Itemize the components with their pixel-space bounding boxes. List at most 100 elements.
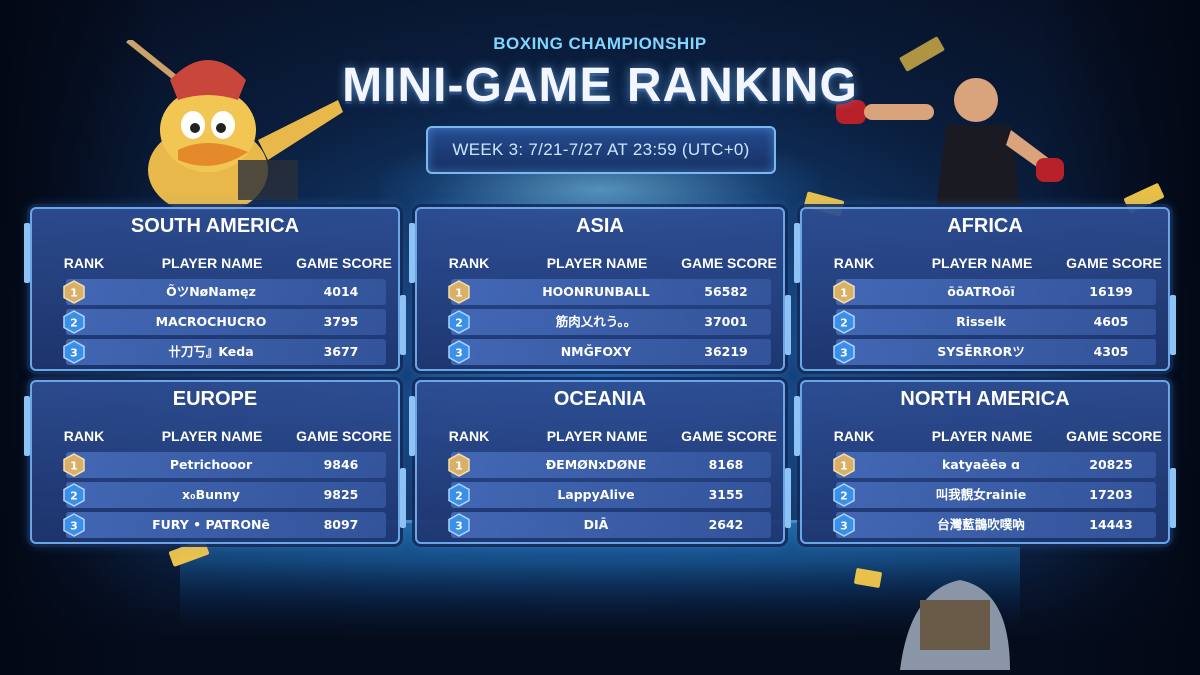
ranking-row: 1 ÕツNøNamęz 4014 [63,279,386,305]
rank-1-medal-icon: 1 [448,280,470,304]
svg-text:3: 3 [455,520,463,533]
floor-shadow [0,560,1200,675]
game-score: 4305 [1093,344,1129,359]
player-name: 筋肉乂れう。。 [555,314,637,329]
region-title: EUROPE [172,388,258,410]
player-name: ĐEMØNxDØNE [545,457,647,472]
rank-3-medal-icon: 3 [448,340,470,364]
ranking-row: 2 筋肉乂れう。。 37001 [448,309,771,335]
game-score: 3155 [708,487,744,502]
ranking-row: 3 SYSĒRRORツ 4305 [833,339,1156,365]
game-score: 2642 [708,517,744,532]
svg-text:2: 2 [455,490,463,503]
game-score-column-header: GAME SCORE [681,255,777,271]
rank-3-medal-icon: 3 [833,513,855,537]
rank-column-header: RANK [63,255,105,271]
rank-1-medal-icon: 1 [833,453,855,477]
ranking-row: 1 ĐEMØNxDØNE 8168 [448,452,771,478]
ranking-row: 2 x₀Bunny 9825 [63,482,386,508]
game-score: 9846 [323,457,359,472]
game-score: 8168 [708,457,744,472]
duck-character-icon [126,40,343,210]
player-name: FURY • PATRONē [152,517,270,532]
ranking-panel-europe: EUROPE RANK PLAYER NAME GAME SCORE 1 Petricho… [24,380,406,544]
region-title: SOUTH AMERICA [130,215,300,237]
rank-column-header: RANK [63,428,105,444]
svg-text:2: 2 [840,490,848,503]
game-score: 3795 [323,314,359,329]
player-name: x₀Bunny [182,487,240,502]
svg-text:1: 1 [70,287,78,300]
svg-text:2: 2 [840,317,848,330]
game-score: 4605 [1093,314,1129,329]
boxer-character-icon [836,78,1064,210]
ranking-row: 1 Petrichooor 9846 [63,452,386,478]
rank-1-medal-icon: 1 [63,453,85,477]
region-title: AFRICA [947,215,1023,237]
game-score: 16199 [1089,284,1133,299]
rank-3-medal-icon: 3 [448,513,470,537]
player-name-column-header: PLAYER NAME [931,255,1033,271]
game-score: 3677 [323,344,359,359]
svg-text:1: 1 [455,460,463,473]
game-score-column-header: GAME SCORE [1066,428,1162,444]
game-score: 56582 [704,284,748,299]
ranking-panel-asia: ASIA RANK PLAYER NAME GAME SCORE 1 HOONRUNBAL… [409,207,791,371]
game-score-column-header: GAME SCORE [1066,255,1162,271]
rank-2-medal-icon: 2 [833,310,855,334]
player-name: ōōATROōī [947,284,1015,299]
player-name-column-header: PLAYER NAME [161,428,263,444]
ranking-panel-oceania: OCEANIA RANK PLAYER NAME GAME SCORE 1 ĐEMØNxD… [409,380,791,544]
ranking-row: 2 LappyAlive 3155 [448,482,771,508]
player-name: 卄刀丂』Keda [168,344,254,359]
svg-text:3: 3 [455,347,463,360]
rank-1-medal-icon: 1 [448,453,470,477]
game-score: 8097 [323,517,359,532]
game-score: 17203 [1089,487,1133,502]
player-name: 叫我靚女rainie [935,487,1027,502]
game-score: 4014 [323,284,359,299]
rank-2-medal-icon: 2 [63,483,85,507]
game-score: 37001 [704,314,748,329]
game-score: 14443 [1089,517,1133,532]
svg-text:1: 1 [840,287,848,300]
svg-text:3: 3 [70,347,78,360]
rank-3-medal-icon: 3 [63,513,85,537]
player-name: HOONRUNBALL [542,284,650,299]
rank-2-medal-icon: 2 [448,310,470,334]
svg-text:1: 1 [840,460,848,473]
game-score-column-header: GAME SCORE [296,428,392,444]
player-name: DIĀ [583,517,609,532]
svg-text:2: 2 [455,317,463,330]
ranking-row: 2 MACROCHUCRO 3795 [63,309,386,335]
player-name-column-header: PLAYER NAME [546,255,648,271]
ranking-row: 2 叫我靚女rainie 17203 [833,482,1156,508]
game-score-column-header: GAME SCORE [296,255,392,271]
svg-text:3: 3 [70,520,78,533]
ranking-row: 3 FURY • PATRONē 8097 [63,512,386,538]
player-name-column-header: PLAYER NAME [161,255,263,271]
rank-column-header: RANK [448,255,490,271]
ranking-row: 3 DIĀ 2642 [448,512,771,538]
ranking-row: 1 HOONRUNBALL 56582 [448,279,771,305]
region-title: ASIA [576,215,624,237]
ranking-row: 3 NMǦFOXY 36219 [448,339,771,365]
player-name-column-header: PLAYER NAME [931,428,1033,444]
ranking-row: 2 Risselk 4605 [833,309,1156,335]
rank-column-header: RANK [833,255,875,271]
ranking-panel-north-america: NORTH AMERICA RANK PLAYER NAME GAME SCORE 1 k… [794,380,1176,544]
svg-text:1: 1 [70,460,78,473]
rank-2-medal-icon: 2 [448,483,470,507]
mascot-character-icon [900,580,1010,670]
ranking-row: 3 卄刀丂』Keda 3677 [63,339,386,365]
svg-text:3: 3 [840,347,848,360]
svg-text:1: 1 [455,287,463,300]
ranking-panel-africa: AFRICA RANK PLAYER NAME GAME SCORE 1 ōōATROōī… [794,207,1176,371]
player-name: MACROCHUCRO [155,314,267,329]
ranking-row: 1 ōōATROōī 16199 [833,279,1156,305]
rank-column-header: RANK [448,428,490,444]
player-name: ÕツNøNamęz [166,284,256,299]
player-name-column-header: PLAYER NAME [546,428,648,444]
player-name: Petrichooor [169,457,253,472]
ranking-row: 3 台灣藍鵲吹噗吶 14443 [833,512,1156,538]
